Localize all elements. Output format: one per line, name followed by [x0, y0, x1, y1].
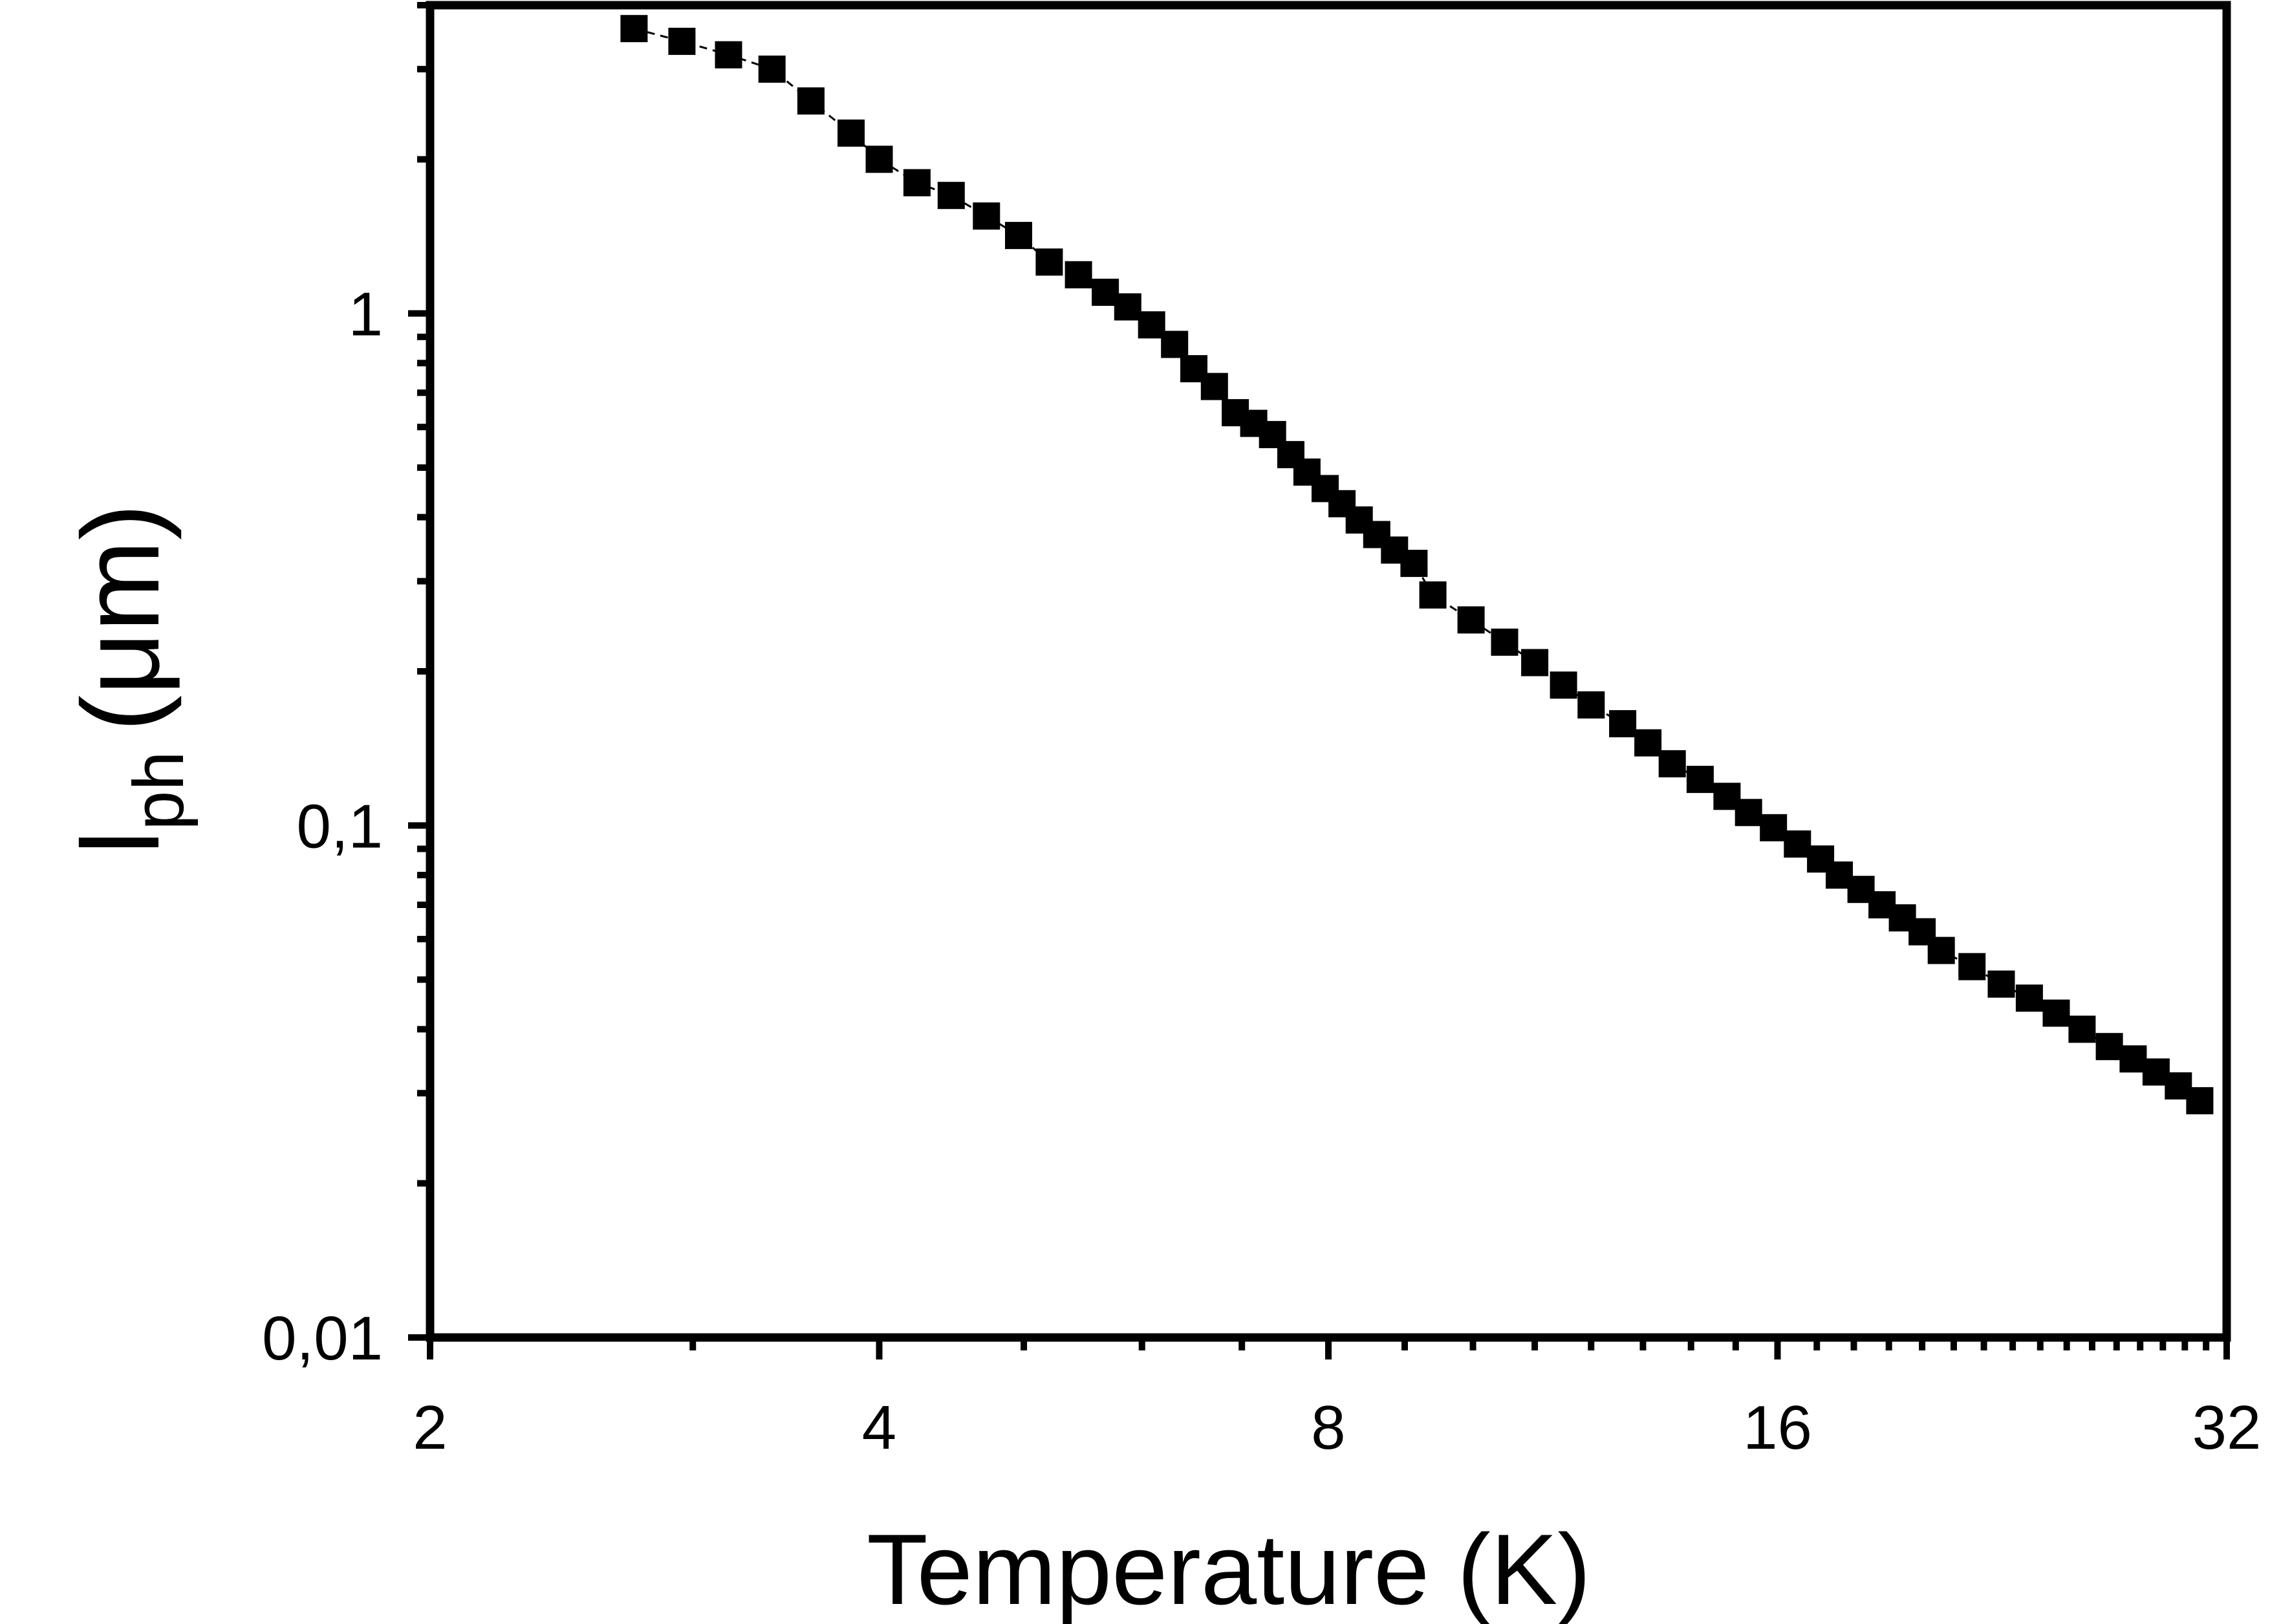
data-point: [1065, 261, 1092, 288]
y-tick-label: 1: [349, 280, 383, 349]
x-axis-ticks: [427, 1337, 2230, 1359]
data-point: [1005, 222, 1032, 250]
x-tick-label: 4: [862, 1393, 896, 1462]
y-axis-tick-labels: 0,01 0,1 1: [262, 280, 383, 1373]
data-point: [1987, 970, 2015, 998]
data-point: [1550, 671, 1577, 699]
plot-area: [408, 1, 2231, 1359]
svg-text:lph(μm): lph (μm): [59, 504, 199, 855]
y-axis-title-subscript: ph: [119, 751, 199, 830]
data-point: [2068, 1015, 2096, 1043]
data-point: [865, 146, 893, 173]
data-point: [838, 119, 865, 147]
data-point: [620, 15, 648, 43]
data-point: [1114, 293, 1141, 321]
data-point: [1784, 830, 1811, 858]
y-axis-title-main: l: [59, 830, 182, 855]
data-point: [1634, 729, 1662, 757]
data-point: [1035, 248, 1063, 276]
data-point: [973, 202, 1000, 230]
plot-frame: [426, 1, 2231, 1342]
y-axis-title: lph (μm): [59, 504, 199, 855]
data-point: [2186, 1087, 2214, 1114]
data-point: [2095, 1033, 2123, 1061]
x-axis-tick-labels: 2 4 8 16 32: [413, 1393, 2261, 1462]
data-point: [1686, 766, 1714, 794]
x-tick-label: 2: [413, 1393, 447, 1462]
data-point: [1521, 649, 1549, 677]
data-point: [715, 41, 742, 69]
x-tick-label: 32: [2192, 1393, 2262, 1462]
data-point: [2015, 984, 2043, 1012]
y-axis-ticks: [408, 2, 430, 1341]
data-point: [1760, 814, 1788, 841]
y-axis-title-unit: (μm): [59, 504, 182, 732]
data-point: [903, 169, 931, 197]
data-point: [1400, 550, 1428, 578]
data-point: [668, 27, 696, 55]
data-point: [1491, 628, 1519, 656]
x-axis-title: Temperature (K): [867, 1513, 1591, 1624]
data-point: [758, 55, 786, 83]
y-tick-label: 0,01: [262, 1304, 383, 1373]
data-point: [1927, 937, 1955, 964]
data-point: [1161, 330, 1189, 358]
y-tick-label: 0,1: [297, 792, 383, 861]
data-point: [1609, 710, 1637, 737]
data-point: [1958, 953, 1986, 980]
data-point: [1658, 750, 1686, 777]
data-point: [1200, 373, 1228, 400]
data-point: [1138, 311, 1165, 339]
data-point: [1419, 581, 1447, 609]
data-point: [1457, 606, 1485, 634]
x-tick-label: 8: [1311, 1393, 1345, 1462]
data-point: [1577, 691, 1605, 719]
data-point: [797, 87, 825, 115]
data-point: [1735, 799, 1762, 827]
series-points: [620, 15, 2214, 1114]
data-point: [937, 182, 965, 210]
x-tick-label: 16: [1743, 1393, 1812, 1462]
data-point: [2042, 999, 2070, 1027]
data-point: [2119, 1045, 2147, 1073]
